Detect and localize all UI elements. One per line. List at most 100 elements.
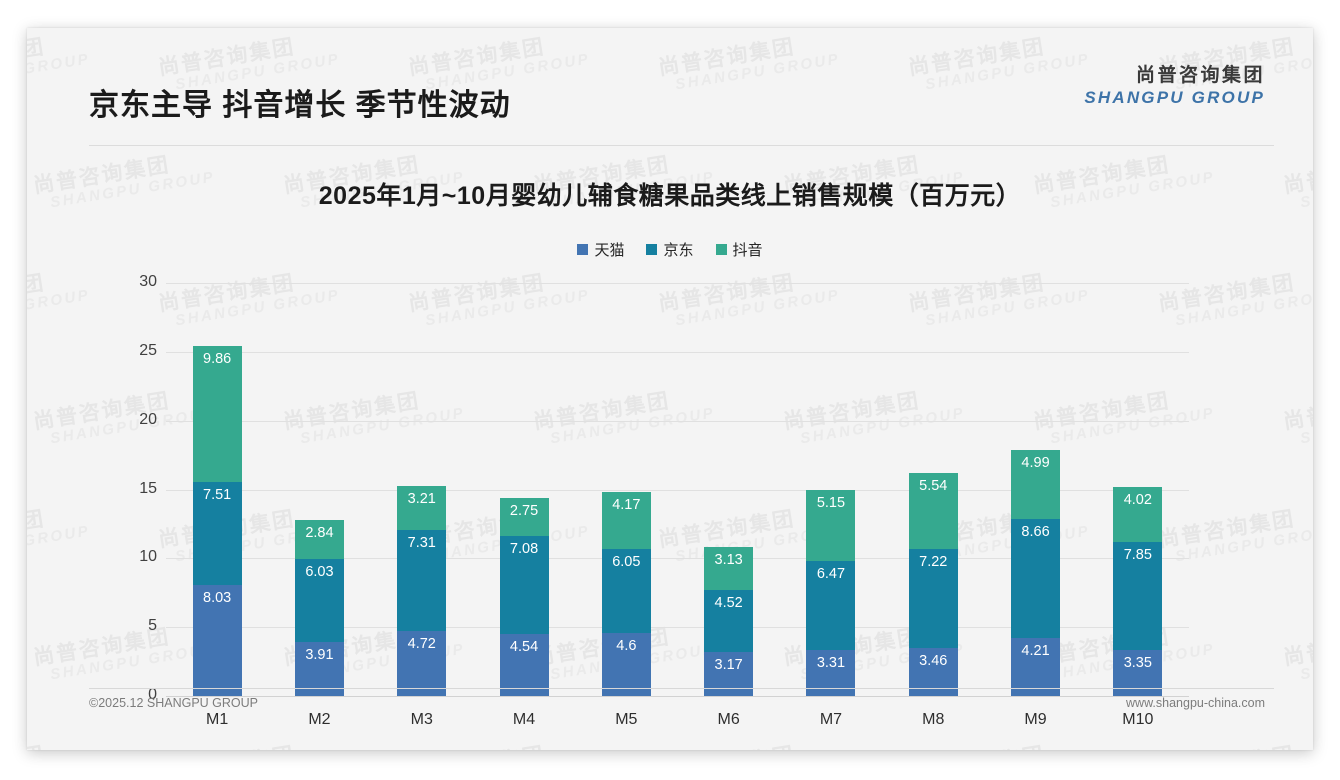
y-axis-tick-label: 20 (139, 410, 157, 428)
copyright-text: ©2025.12 SHANGPU GROUP (89, 696, 258, 710)
bar-segment-抖音[interactable]: 4.99 (1011, 450, 1061, 519)
legend-swatch-icon (577, 244, 589, 255)
chart-legend: 天猫 京东 抖音 (27, 239, 1313, 260)
bar-segment-天猫[interactable]: 4.72 (397, 631, 447, 696)
y-axis-tick-label: 30 (139, 273, 157, 290)
bar-value-label: 4.99 (1021, 455, 1050, 472)
bar-value-label: 6.47 (816, 566, 846, 583)
bars-layer: 9.86 7.51 8.03 2.84 6.03 3.91 3.21 7.31 4.72 2.75… (166, 28, 1189, 750)
bar-stack: 4.02 7.85 3.35 (1113, 486, 1163, 696)
bar-value-label: 4.02 (1123, 491, 1152, 508)
bar-value-label: 9.86 (203, 351, 232, 368)
x-axis-tick-label: M9 (1024, 711, 1047, 728)
gridline (166, 420, 1189, 422)
bar-value-label: 8.03 (203, 590, 232, 607)
gridline (166, 351, 1189, 353)
website-text: www.shangpu-china.com (1126, 696, 1265, 710)
bar-value-label: 5.54 (919, 477, 948, 494)
bar-value-label: 4.72 (407, 636, 436, 653)
bar-value-label: 4.17 (612, 497, 641, 513)
bar-segment-抖音[interactable]: 5.54 (908, 472, 958, 549)
bar-segment-天猫[interactable]: 8.03 (192, 585, 242, 696)
bar-segment-抖音[interactable]: 4.02 (1113, 486, 1163, 542)
footer-divider (89, 688, 1274, 689)
bar-value-label: 3.91 (305, 647, 334, 664)
legend-swatch-icon (715, 244, 727, 255)
bar-value-label: 3.31 (816, 655, 846, 672)
legend-item-2[interactable]: 京东 (646, 239, 694, 260)
logo-english-text: SHANGPU GROUP (1084, 87, 1265, 107)
logo-chinese-text: 尚普咨询集团 (1135, 65, 1265, 86)
bar-segment-天猫[interactable]: 4.54 (499, 633, 549, 696)
bar-segment-天猫[interactable]: 4.21 (1011, 638, 1061, 696)
bar-value-label: 3.21 (407, 491, 436, 508)
bar-value-label: 4.6 (616, 637, 637, 654)
bar-segment-京东[interactable]: 6.03 (294, 559, 344, 643)
bar-value-label: 3.46 (919, 653, 948, 670)
bar-value-label: 7.31 (407, 535, 436, 552)
bar-value-label: 7.22 (919, 553, 948, 570)
gridline (166, 283, 1189, 284)
bar-segment-京东[interactable]: 7.31 (397, 530, 447, 632)
bar-segment-天猫[interactable]: 3.31 (806, 650, 856, 696)
bar-segment-京东[interactable]: 7.85 (1113, 541, 1163, 650)
x-axis-tick-label: M7 (819, 711, 843, 728)
legend-item-1[interactable]: 天猫 (577, 239, 624, 260)
gridline (166, 489, 1189, 491)
bar-value-label: 6.03 (305, 564, 334, 581)
bar-value-label: 4.21 (1021, 643, 1050, 660)
bar-stack: 2.84 6.03 3.91 (294, 520, 344, 696)
bar-value-label: 3.35 (1123, 654, 1152, 671)
bar-segment-京东[interactable]: 6.05 (601, 549, 651, 633)
bar-value-label: 5.15 (816, 495, 846, 512)
bar-stack: 5.54 7.22 3.46 (908, 472, 958, 696)
bar-value-label: 6.05 (612, 554, 641, 571)
chart-plot-area: 0 5 10 15 20 25 30 9.86 7.51 8.03 2.84 6.03 3.91 3.2… (27, 28, 1313, 750)
y-axis-tick-label: 10 (139, 548, 157, 566)
bar-value-label: 2.75 (509, 503, 539, 520)
bar-segment-京东[interactable]: 8.66 (1011, 518, 1061, 639)
bar-segment-抖音[interactable]: 3.13 (704, 547, 754, 591)
y-axis-tick-label: 15 (139, 479, 157, 497)
x-axis-tick-label: M3 (410, 711, 433, 728)
bar-stack: 2.75 7.08 4.54 (499, 498, 549, 696)
bar-segment-天猫[interactable]: 3.35 (1113, 649, 1163, 696)
bar-segment-京东[interactable]: 7.22 (908, 548, 958, 649)
slide-header: 京东主导 抖音增长 季节性波动 尚普咨询集团 SHANGPU GROUP (27, 28, 1313, 122)
bar-value-label: 4.54 (509, 638, 539, 655)
bar-segment-天猫[interactable]: 3.17 (704, 652, 754, 696)
bar-segment-抖音[interactable]: 5.15 (806, 490, 856, 562)
bar-value-label: 3.13 (714, 552, 743, 569)
bar-value-label: 3.17 (714, 657, 743, 674)
bar-segment-天猫[interactable]: 3.91 (294, 642, 344, 696)
x-axis-tick-label: M1 (206, 711, 229, 728)
x-axis-tick-label: M2 (308, 711, 331, 728)
bar-segment-天猫[interactable]: 4.6 (601, 632, 651, 696)
legend-label: 抖音 (732, 242, 763, 259)
slide-footer: ©2025.12 SHANGPU GROUP www.shangpu-china… (27, 696, 1313, 750)
bar-segment-京东[interactable]: 7.51 (192, 482, 242, 586)
bar-segment-抖音[interactable]: 2.75 (499, 498, 549, 537)
bar-segment-京东[interactable]: 7.08 (499, 536, 549, 634)
axis-baseline (166, 696, 1189, 697)
header-divider (89, 145, 1274, 146)
bar-value-label: 8.66 (1021, 523, 1050, 540)
gridline (166, 627, 1189, 629)
chart-title: 2025年1月~10月婴幼儿辅食糖果品类线上销售规模（百万元） (318, 182, 1022, 210)
bar-stack: 4.17 6.05 4.6 (601, 492, 651, 696)
x-axis-tick-label: M6 (717, 711, 740, 728)
legend-item-3[interactable]: 抖音 (715, 239, 763, 260)
bar-segment-抖音[interactable]: 4.17 (601, 492, 651, 550)
bar-stack: 3.13 4.52 3.17 (704, 547, 754, 696)
y-axis-tick-label: 0 (148, 686, 157, 703)
bar-stack: 3.21 7.31 4.72 (397, 486, 447, 696)
bar-segment-京东[interactable]: 4.52 (704, 590, 754, 653)
bar-segment-抖音[interactable]: 3.21 (397, 486, 447, 531)
bar-stack: 9.86 7.51 8.03 (192, 346, 242, 696)
bar-segment-抖音[interactable]: 9.86 (192, 346, 242, 483)
bar-segment-抖音[interactable]: 2.84 (294, 520, 344, 560)
bar-value-label: 2.84 (305, 525, 334, 542)
gridline (166, 558, 1189, 560)
bar-segment-京东[interactable]: 6.47 (806, 561, 856, 651)
